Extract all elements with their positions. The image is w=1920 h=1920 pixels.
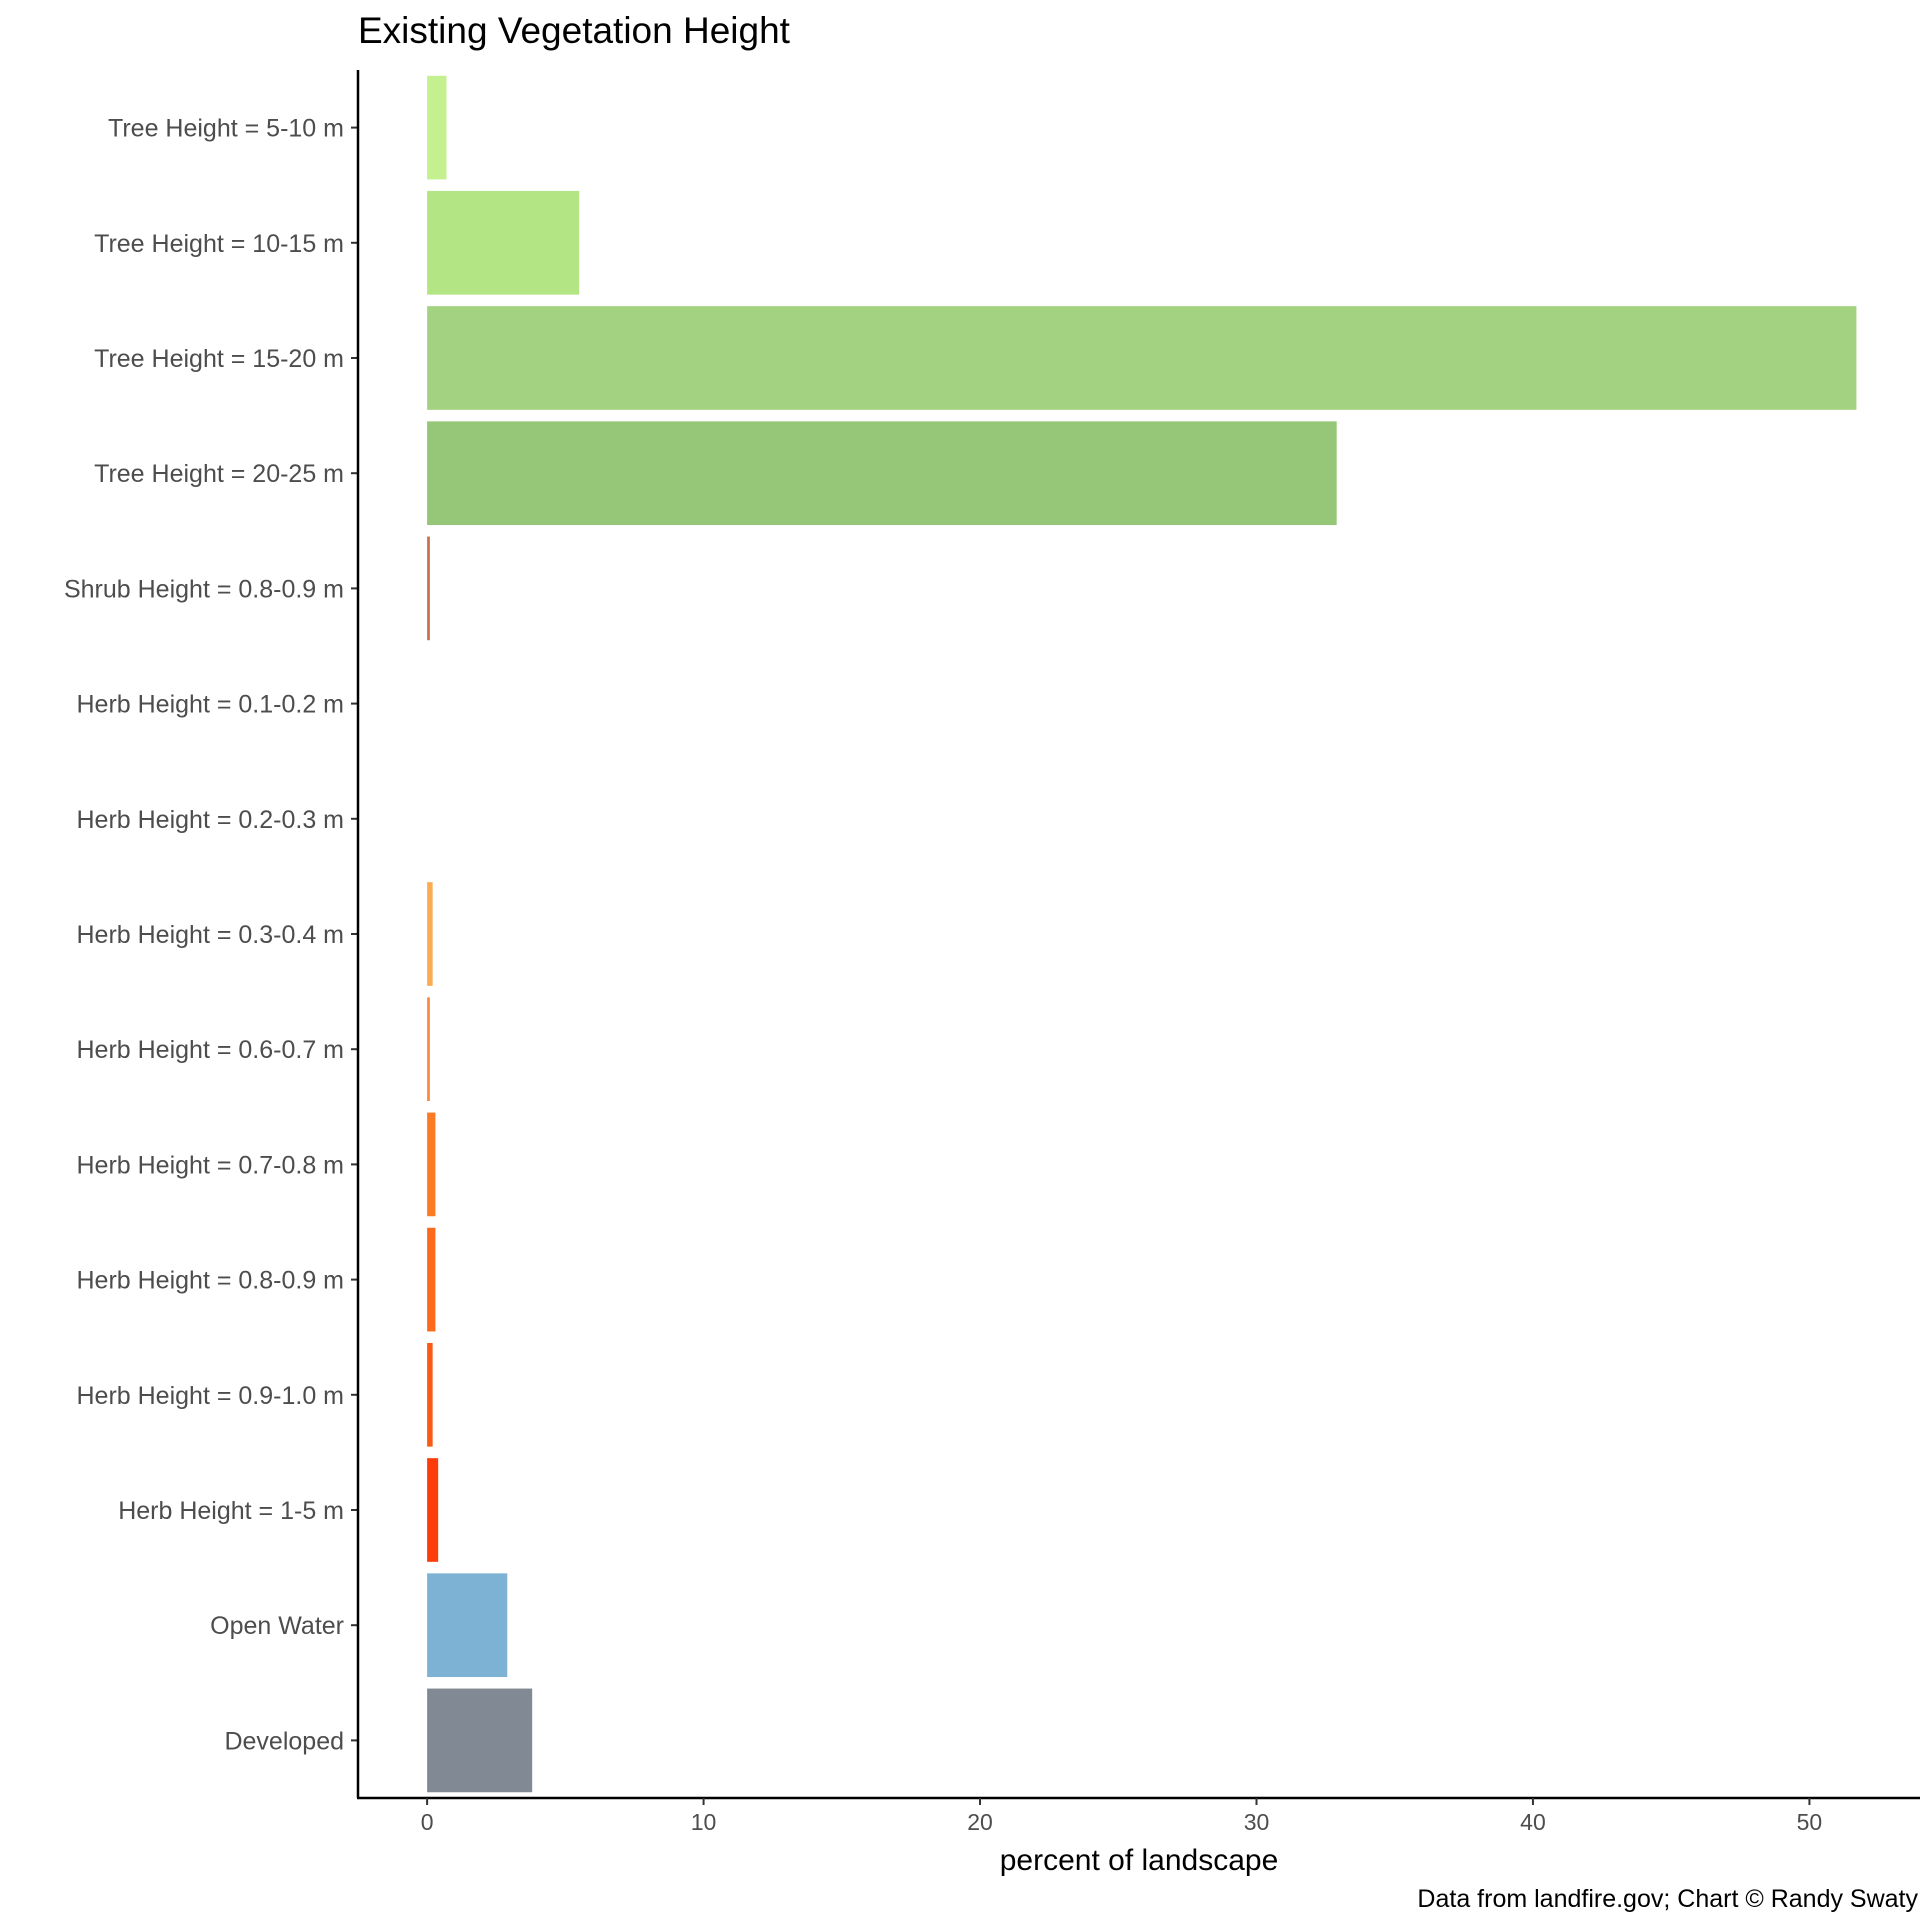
chart-title: Existing Vegetation Height [358, 10, 790, 51]
y-tick-label: Developed [224, 1727, 344, 1755]
y-tick-label: Tree Height = 20-25 m [94, 460, 344, 488]
bar [427, 1112, 436, 1217]
x-tick-label: 0 [421, 1809, 434, 1835]
bar [427, 536, 430, 641]
y-tick-label: Tree Height = 15-20 m [94, 345, 344, 373]
y-tick-label: Herb Height = 0.9-1.0 m [77, 1382, 345, 1410]
bar [427, 75, 447, 180]
x-tick-label: 50 [1797, 1809, 1823, 1835]
bar [427, 882, 433, 986]
y-tick-label: Herb Height = 0.2-0.3 m [77, 806, 345, 834]
y-tick-label: Shrub Height = 0.8-0.9 m [64, 575, 344, 603]
x-tick-label: 30 [1244, 1809, 1270, 1835]
bar [427, 1688, 533, 1793]
chart-caption: Data from landfire.gov; Chart © Randy Sw… [1417, 1885, 1918, 1913]
y-tick-label: Herb Height = 0.6-0.7 m [77, 1036, 345, 1064]
x-tick-label: 40 [1520, 1809, 1546, 1835]
bar [427, 1458, 439, 1562]
y-tick-label: Herb Height = 0.7-0.8 m [77, 1151, 345, 1179]
y-tick-label: Tree Height = 5-10 m [108, 115, 344, 143]
x-axis-title: percent of landscape [1000, 1844, 1279, 1877]
axes-layer: Tree Height = 5-10 m Tree Height = 10-15 … [64, 70, 1920, 1835]
bar [427, 1227, 436, 1332]
x-tick-label: 10 [691, 1809, 717, 1835]
bar [427, 421, 1337, 526]
y-tick-label: Herb Height = 1-5 m [118, 1497, 344, 1525]
bars-layer [427, 75, 1857, 1793]
y-tick-label: Herb Height = 0.1-0.2 m [77, 691, 345, 719]
x-tick-label: 20 [967, 1809, 993, 1835]
bar [427, 1573, 508, 1678]
y-tick-label: Herb Height = 0.3-0.4 m [77, 921, 345, 949]
bar [427, 1342, 433, 1447]
bar [427, 997, 430, 1102]
bar [427, 306, 1857, 410]
y-tick-label: Herb Height = 0.8-0.9 m [77, 1267, 345, 1295]
bar [427, 190, 580, 295]
y-tick-label: Open Water [210, 1612, 344, 1640]
y-tick-label: Tree Height = 10-15 m [94, 230, 344, 258]
